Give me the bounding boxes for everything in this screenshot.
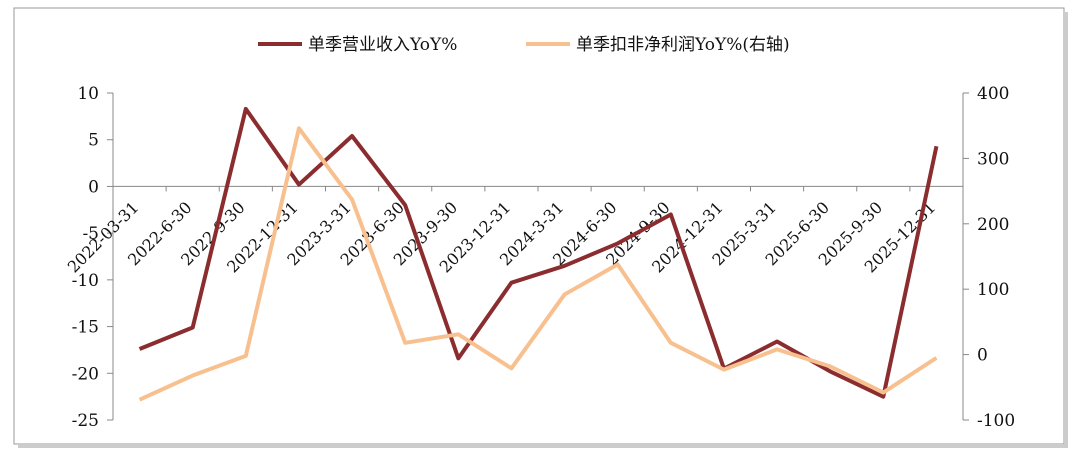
y-tick-label: 0 <box>88 177 99 197</box>
y-tick-label: -15 <box>72 318 99 338</box>
y-tick-label: 5 <box>88 131 99 151</box>
y-tick-label: -10 <box>72 271 99 291</box>
y2-tick-label: 100 <box>977 280 1009 300</box>
frame-shadow <box>1064 12 1068 448</box>
y-tick-label: -25 <box>72 411 99 431</box>
y2-tick-label: -100 <box>977 411 1015 431</box>
frame-shadow <box>18 444 1068 448</box>
y2-tick-label: 300 <box>977 149 1009 169</box>
y2-tick-label: 200 <box>977 215 1009 235</box>
y2-tick-label: 0 <box>977 346 988 366</box>
y-tick-label: -5 <box>82 224 99 244</box>
legend-label: 单季营业收入YoY% <box>308 35 457 55</box>
y-tick-label: 10 <box>77 84 99 104</box>
y2-tick-label: 400 <box>977 84 1009 104</box>
series-line <box>138 126 938 402</box>
y-tick-label: -20 <box>72 364 99 384</box>
legend-label: 单季扣非净利润YoY%(右轴) <box>576 35 790 55</box>
